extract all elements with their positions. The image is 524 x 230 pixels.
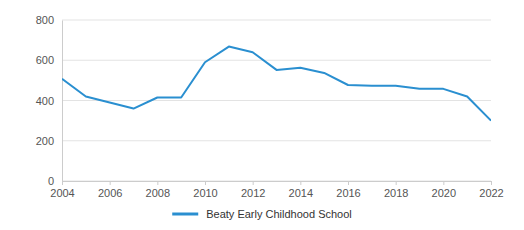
x-tick-mark [396, 181, 397, 185]
x-tick-label: 2016 [336, 187, 360, 199]
x-tick-mark [205, 181, 206, 185]
x-axis-line [63, 182, 492, 186]
series-group [62, 47, 491, 121]
legend-item: Beaty Early Childhood School [172, 208, 352, 220]
legend: Beaty Early Childhood School [172, 208, 352, 220]
chart: 0 200 400 600 800 2004 2006 2008 2010 2012 2014 201… [0, 0, 524, 230]
x-tick-mark [253, 181, 254, 185]
grid-line [62, 60, 491, 61]
y-tick-label: 800 [36, 14, 54, 26]
x-tick-mark [300, 181, 301, 185]
x-tick-label: 2018 [384, 187, 408, 199]
series-line [62, 47, 491, 121]
plot: 0 200 400 600 800 2004 2006 2008 2010 2012 2014 201… [36, 14, 504, 199]
x-tick: 2018 [384, 181, 408, 199]
x-tick: 2004 [50, 181, 74, 199]
x-tick: 2006 [98, 181, 122, 199]
y-axis-line [62, 21, 63, 182]
x-tick-label: 2006 [98, 187, 122, 199]
grid-line [62, 20, 491, 21]
legend-label: Beaty Early Childhood School [206, 208, 352, 220]
y-tick-label: 600 [36, 54, 54, 66]
x-tick-label: 2008 [146, 187, 170, 199]
x-tick-label: 2022 [479, 187, 503, 199]
x-tick-label: 2010 [193, 187, 217, 199]
x-tick-mark [491, 181, 492, 185]
y-axis: 0 200 400 600 800 [36, 14, 63, 187]
y-tick: 0 [48, 175, 62, 187]
y-tick: 600 [36, 54, 62, 66]
y-tick-label: 400 [36, 95, 54, 107]
x-tick-label: 2004 [50, 187, 74, 199]
grid-line [62, 140, 491, 141]
x-tick-label: 2012 [241, 187, 265, 199]
y-tick-label: 200 [36, 135, 54, 147]
legend-swatch [172, 213, 198, 216]
x-tick: 2020 [432, 181, 456, 199]
x-tick-label: 2020 [432, 187, 456, 199]
y-tick: 800 [36, 14, 62, 26]
x-tick-label: 2014 [289, 187, 313, 199]
x-tick: 2014 [289, 181, 313, 199]
x-tick-mark [443, 181, 444, 185]
x-tick: 2016 [336, 181, 360, 199]
x-tick-mark [62, 181, 63, 185]
y-tick: 200 [36, 135, 62, 147]
x-axis: 2004 2006 2008 2010 2012 2014 2016 2018 2020 2022 [50, 181, 503, 199]
grid [62, 20, 491, 181]
y-tick-label: 0 [48, 175, 54, 187]
x-tick: 2022 [479, 181, 503, 199]
x-tick-mark [348, 181, 349, 185]
x-tick-mark [110, 181, 111, 185]
x-tick-mark [157, 181, 158, 185]
x-tick: 2010 [193, 181, 217, 199]
y-tick: 400 [36, 95, 62, 107]
x-tick: 2008 [146, 181, 170, 199]
grid-line [62, 100, 491, 101]
x-tick: 2012 [241, 181, 265, 199]
